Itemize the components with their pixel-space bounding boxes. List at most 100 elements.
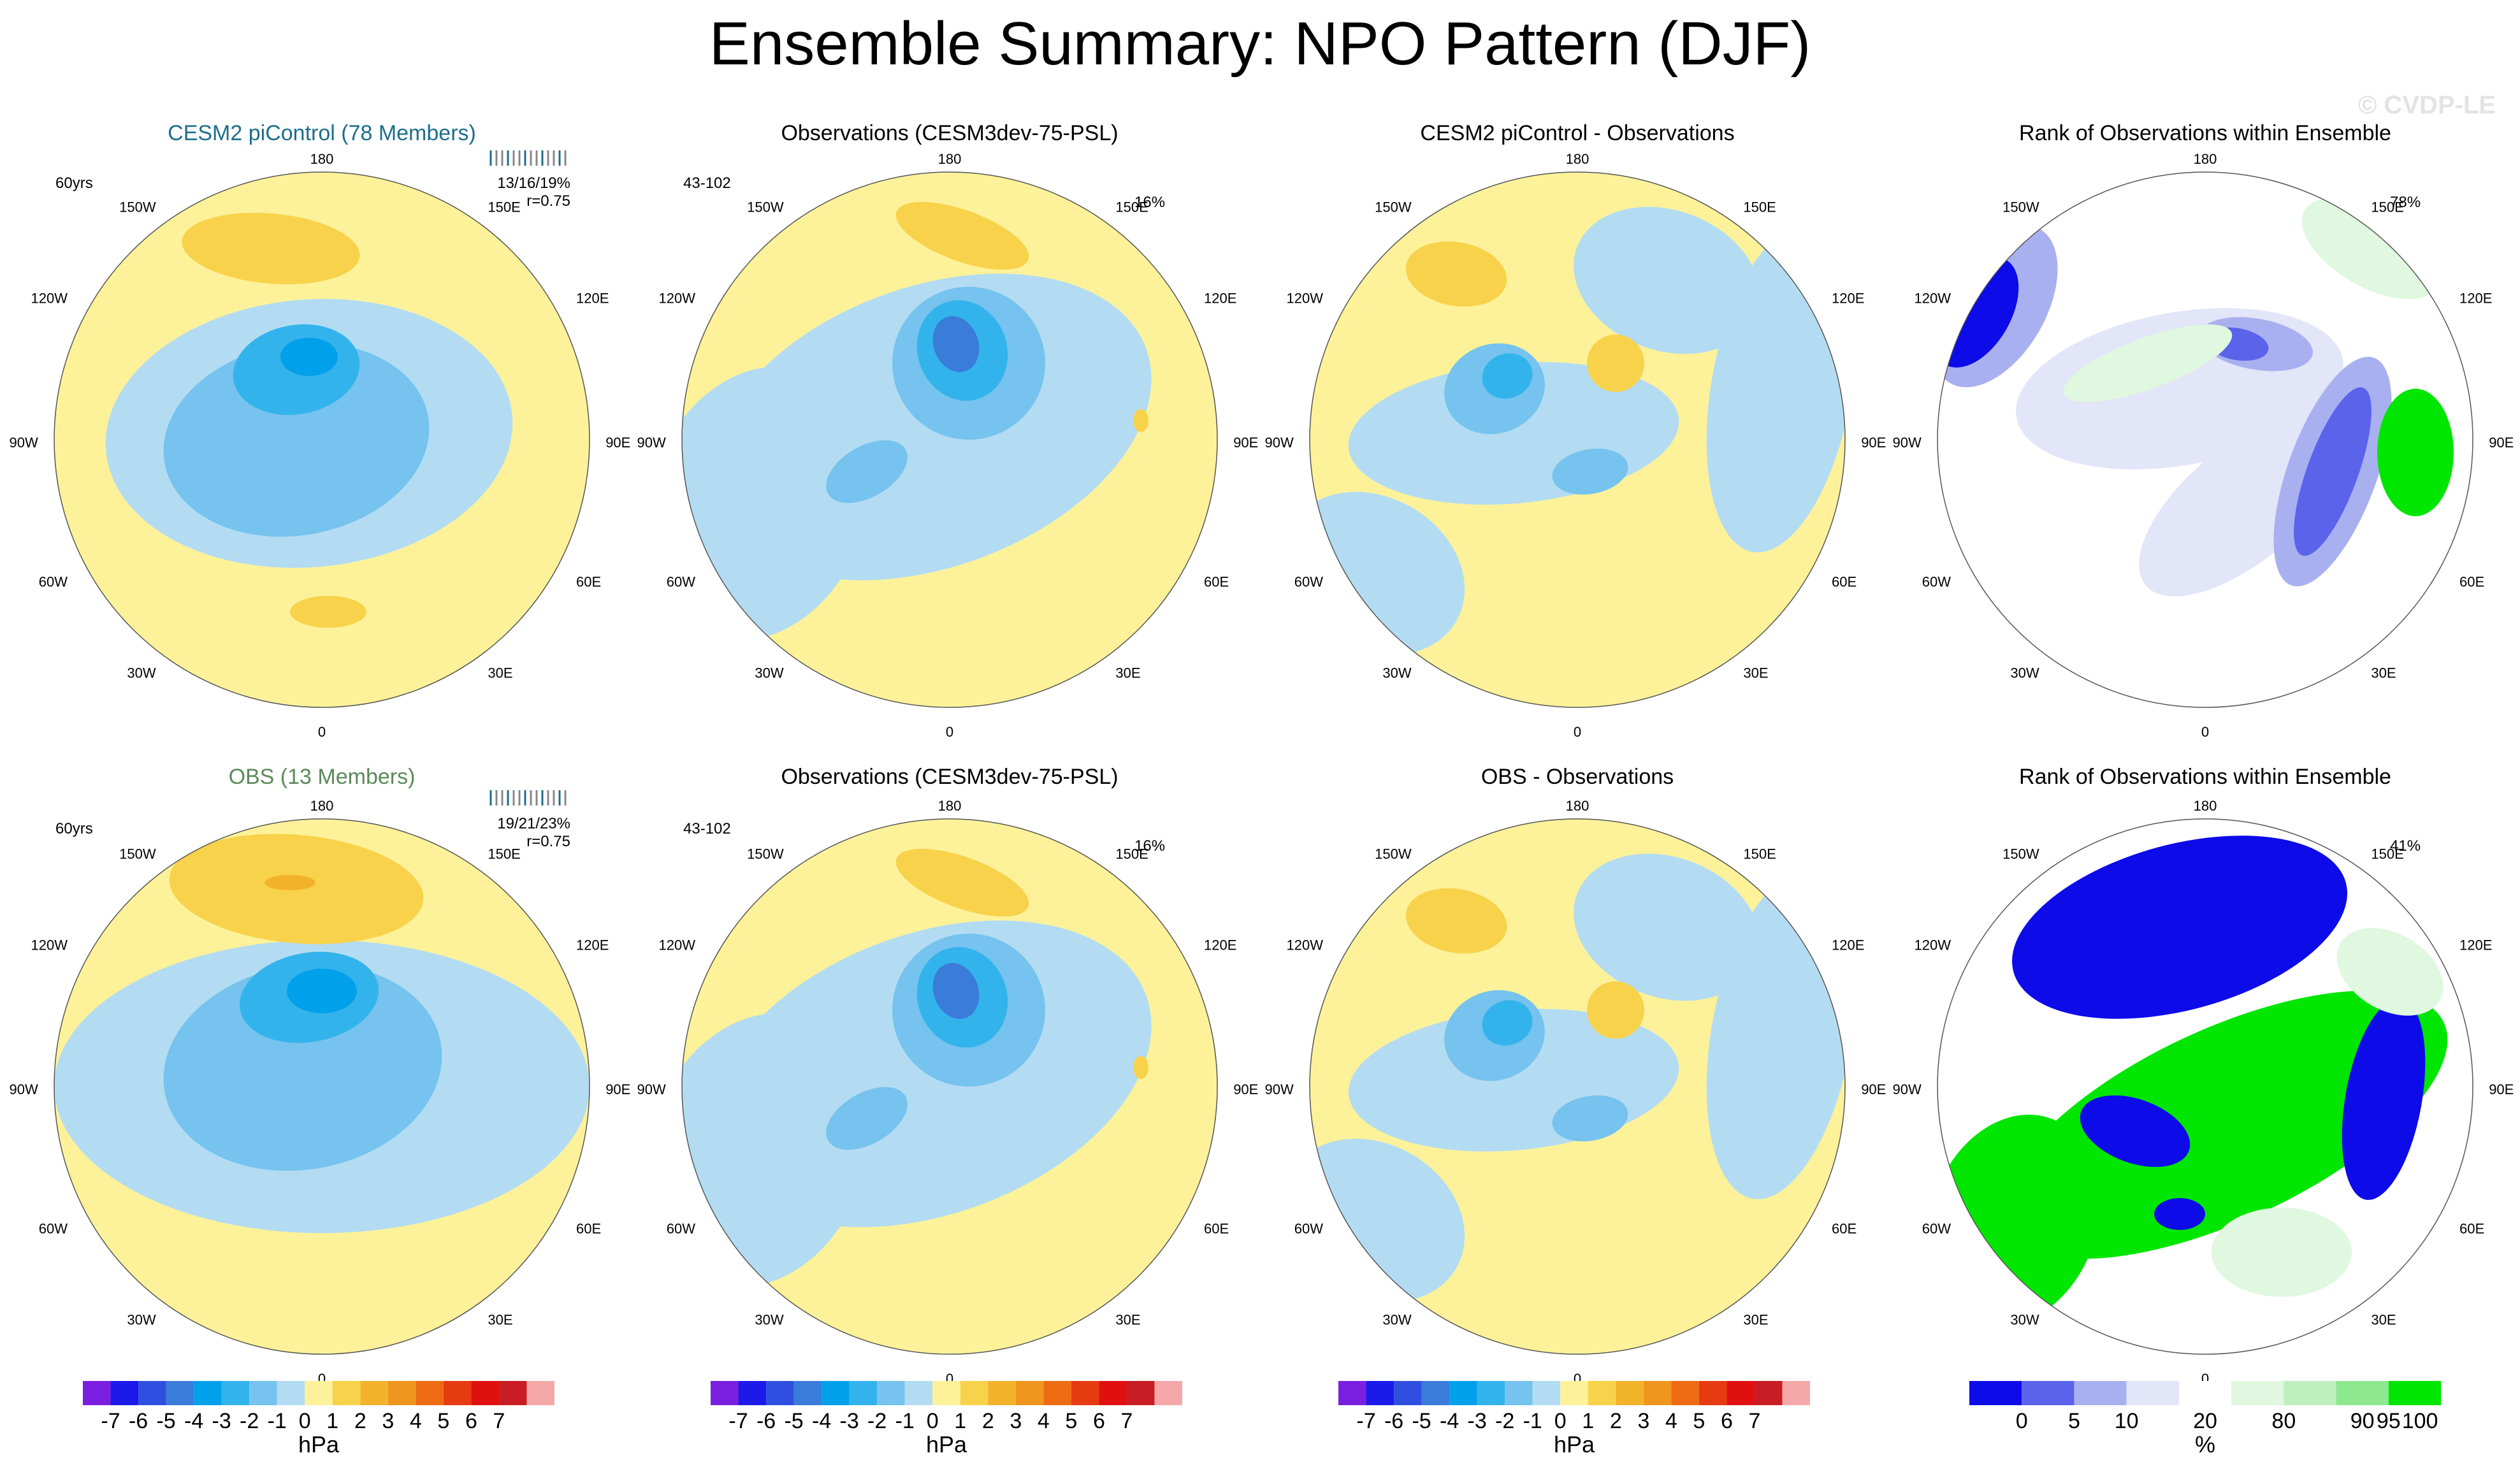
rank-field-80-90 <box>2301 198 2440 300</box>
colorbar-bin <box>1099 1381 1127 1405</box>
colorbar-unit: % <box>2195 1431 2215 1457</box>
colorbar-bin <box>332 1381 361 1405</box>
percent-label: 78% <box>2390 194 2421 211</box>
colorbar-tick-label: 5 <box>437 1409 449 1433</box>
rank-field-0-5 <box>2154 1198 2205 1230</box>
panel-title: CESM2 piControl (78 Members) <box>168 121 476 145</box>
colorbar-tick-label: -3 <box>1468 1409 1487 1433</box>
lon-label: 150W <box>119 846 156 862</box>
panel-title: Rank of Observations within Ensemble <box>2019 765 2391 789</box>
colorbar-tick-label: -3 <box>840 1409 859 1433</box>
lon-label: 60W <box>1922 1221 1951 1237</box>
colorbar-bin <box>1071 1381 1099 1405</box>
rank-field-0-5 <box>2080 1095 2191 1167</box>
lon-label: 120E <box>576 937 609 953</box>
map-border <box>681 171 1218 708</box>
colorbar-tick-label: -5 <box>156 1409 175 1433</box>
lon-label: 30E <box>488 665 512 681</box>
colorbar-bin <box>443 1381 472 1405</box>
contour-minus2 <box>826 440 908 503</box>
colorbar-bin <box>471 1381 499 1405</box>
colorbar-tick-label: 20 <box>2193 1409 2217 1433</box>
lon-label: 120W <box>31 290 68 306</box>
colorbar-bin <box>138 1381 166 1405</box>
lon-label: 150W <box>119 199 156 215</box>
lon-label: 90W <box>637 1081 666 1097</box>
colorbar-bin <box>849 1381 878 1405</box>
lon-label: 30E <box>1743 1312 1768 1327</box>
colorbar-unit: hPa <box>298 1431 340 1457</box>
lon-label: 150E <box>488 199 520 215</box>
colorbar-bin <box>793 1381 822 1405</box>
colorbar-bin <box>2074 1381 2127 1405</box>
lon-label: 30W <box>755 665 783 681</box>
percent-label: 41% <box>2390 837 2421 855</box>
lon-label: 180 <box>310 798 334 814</box>
colorbar-tick-label: -5 <box>784 1409 803 1433</box>
lon-label: 180 <box>310 151 334 167</box>
panel-r1c1: CESM2 piControl (78 Members) 180 150E 120E 9… <box>10 121 631 740</box>
colorbar-bin <box>1394 1381 1422 1405</box>
colorbar-rank: 0 5 10 20 80 90 95 100% <box>1969 1381 2441 1457</box>
colorbar-bin <box>738 1381 767 1405</box>
colorbar-tick-label: 3 <box>1637 1409 1649 1433</box>
colorbar-bin <box>1560 1381 1588 1405</box>
lon-label: 60E <box>1204 1221 1229 1237</box>
colorbar-bin <box>110 1381 139 1405</box>
lon-label: 60E <box>1832 574 1857 590</box>
colorbar-bin <box>2336 1381 2389 1405</box>
stats-line-2: r=0.75 <box>526 192 570 210</box>
colorbar-tick-label: 0 <box>299 1409 311 1433</box>
lon-label: 60W <box>667 574 695 590</box>
lon-label: 90E <box>1233 435 1258 451</box>
colorbar-tick-label: -4 <box>812 1409 831 1433</box>
colorbar-bin <box>1671 1381 1699 1405</box>
colorbar-tick-label: -6 <box>757 1409 776 1433</box>
colorbar-bin <box>1421 1381 1450 1405</box>
colorbar-tick-label: -2 <box>1495 1409 1514 1433</box>
rank-field-5-10 <box>2294 387 2372 556</box>
contour-minus3 <box>1482 1000 1533 1046</box>
contour-plus1 <box>182 212 360 285</box>
colorbar-tick-label: 1 <box>1582 1409 1594 1433</box>
colorbar-tick-label: -2 <box>240 1409 259 1433</box>
colorbar-tick-label: 4 <box>1038 1409 1050 1433</box>
colorbar-bin <box>83 1381 111 1405</box>
contour-plus1 <box>1405 888 1507 954</box>
lon-label: 120E <box>1832 937 1864 953</box>
map-border <box>54 818 590 1355</box>
colorbar-tick-label: 2 <box>1610 1409 1622 1433</box>
colorbar-bin <box>387 1381 416 1405</box>
colorbar-tick-label: 3 <box>1010 1409 1022 1433</box>
contour-minus1 <box>1574 853 1760 1001</box>
lon-label: 150W <box>2002 846 2039 862</box>
contour-minus4 <box>287 969 357 1013</box>
colorbar-tick-label: 90 <box>2350 1409 2375 1433</box>
lon-label: 150E <box>1743 199 1776 215</box>
contour-minus5 <box>932 963 980 1019</box>
lon-label: 60E <box>2459 1221 2484 1237</box>
lon-label: 90W <box>637 435 666 451</box>
contour-plus1 <box>1405 241 1507 307</box>
colorbar-unit: hPa <box>1554 1431 1595 1457</box>
colorbar-tick-label: -5 <box>1412 1409 1431 1433</box>
lon-label: 0 <box>2201 724 2209 740</box>
lon-label: 30W <box>127 665 156 681</box>
colorbar-bin <box>2231 1381 2284 1405</box>
panel-r1c2: Observations (CESM3dev-75-PSL) 180 150E 120… <box>637 121 1259 740</box>
lon-label: 120E <box>2459 290 2492 306</box>
lon-label: 60E <box>576 1221 601 1237</box>
colorbar-bin <box>305 1381 333 1405</box>
panel-r2c1: OBS (13 Members)180150E120E90E60E30E030W… <box>10 765 631 1387</box>
contour-minus5 <box>932 316 980 372</box>
lon-label: 30W <box>1382 665 1411 681</box>
contour-plus1 <box>895 201 1029 270</box>
colorbar-tick-label: 0 <box>2016 1409 2028 1433</box>
lon-label: 90W <box>10 435 38 451</box>
colorbar-bin <box>1505 1381 1533 1405</box>
colorbar-tick-label: 0 <box>1554 1409 1567 1433</box>
colorbar-tick-label: 4 <box>410 1409 422 1433</box>
colorbar-tick-label: 7 <box>1748 1409 1760 1433</box>
panel-r1c3: CESM2 piControl - Observations 180 150E 120… <box>1265 121 1886 740</box>
map-r1c1 <box>54 172 590 707</box>
